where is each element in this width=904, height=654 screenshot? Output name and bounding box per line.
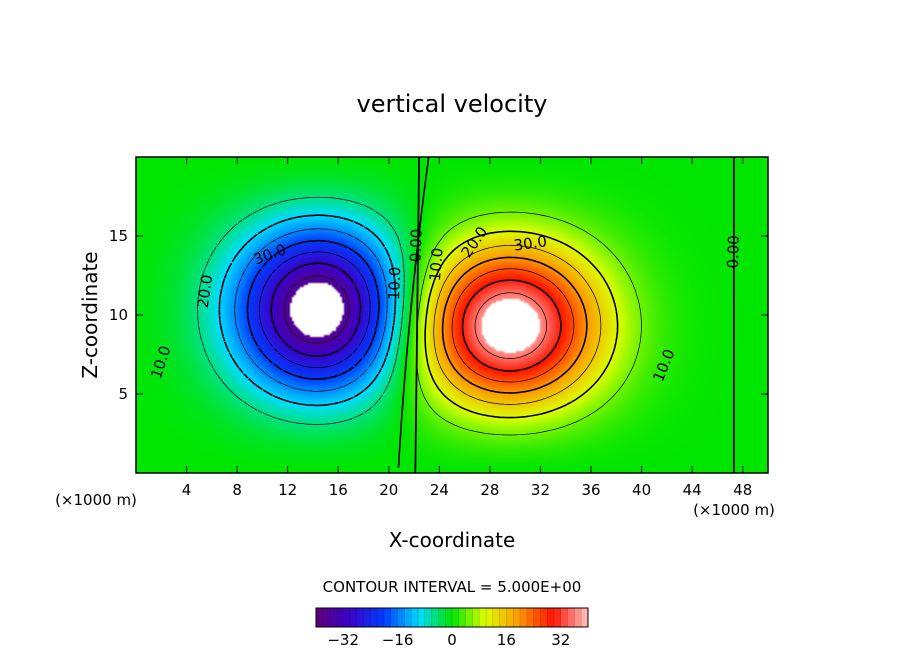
contour-label: 10.0 xyxy=(385,266,404,300)
x-tick-label: 16 xyxy=(329,481,348,499)
contour-pos-15 xyxy=(433,245,602,405)
contour-pos-20 xyxy=(441,256,588,394)
contour-pos-35 xyxy=(474,292,548,359)
contour-label: 30.0 xyxy=(513,232,549,254)
colorbar-gradient xyxy=(315,607,589,628)
contour-interval-text: CONTOUR INTERVAL = 5.000E+00 xyxy=(323,578,582,596)
x-unit-left: (×1000 m) xyxy=(55,491,137,509)
colorbar-tick-label: −16 xyxy=(382,631,414,649)
x-tick-label: 36 xyxy=(581,481,600,499)
x-axis-ticks: 4 8 12 16 20 24 28 32 36 40 44 48 xyxy=(182,157,752,499)
colorbar-tick-label: −32 xyxy=(327,631,359,649)
x-tick-label: 28 xyxy=(480,481,499,499)
x-unit-right: (×1000 m) xyxy=(693,501,775,519)
y-tick-label: 10 xyxy=(109,306,128,324)
x-tick-label: 20 xyxy=(379,481,398,499)
contour-label: 10.0 xyxy=(426,247,447,282)
contour-neg-35 xyxy=(283,275,350,344)
contour-lines xyxy=(197,157,735,473)
x-tick-label: 12 xyxy=(278,481,297,499)
x-tick-label: 8 xyxy=(232,481,242,499)
contour-pos-5 xyxy=(416,211,642,436)
x-tick-label: 44 xyxy=(683,481,702,499)
colorbar-tick-label: 32 xyxy=(551,631,570,649)
x-tick-label: 40 xyxy=(632,481,651,499)
contour-neg-5 xyxy=(197,196,405,425)
x-tick-label: 32 xyxy=(531,481,550,499)
contour-neg-10 xyxy=(218,214,397,407)
colorbar-tick-label: 0 xyxy=(447,631,457,649)
x-tick-label: 4 xyxy=(182,481,192,499)
chart-title: vertical velocity xyxy=(357,90,548,118)
contour-pos-25 xyxy=(451,268,575,383)
contour-pos-10 xyxy=(424,230,619,419)
contour-label: 0.00 xyxy=(407,228,426,262)
y-axis-label: Z-coordinate xyxy=(78,251,102,378)
contour-label: 20.0 xyxy=(194,273,216,309)
colorbar: −32 −16 0 16 32 xyxy=(315,607,589,649)
contour-pos-0 xyxy=(397,157,430,468)
contour-zero xyxy=(414,157,421,473)
x-axis-label: X-coordinate xyxy=(389,528,516,552)
contour-neg-15 xyxy=(234,228,388,392)
contour-label: 0.00 xyxy=(724,235,743,269)
y-axis-ticks: 5 10 15 xyxy=(109,227,768,403)
contour-neg-20 xyxy=(246,239,380,380)
y-tick-label: 15 xyxy=(109,227,128,245)
velocity-field xyxy=(136,157,768,473)
contour-neg-30 xyxy=(270,262,362,357)
x-tick-label: 48 xyxy=(733,481,752,499)
contour-pos-30 xyxy=(461,279,562,372)
colorbar-ticks: −32 −16 0 16 32 xyxy=(322,608,582,649)
y-tick-label: 5 xyxy=(118,385,128,403)
contour-neg-25 xyxy=(259,251,371,369)
colorbar-tick-label: 16 xyxy=(497,631,516,649)
x-tick-label: 24 xyxy=(430,481,449,499)
